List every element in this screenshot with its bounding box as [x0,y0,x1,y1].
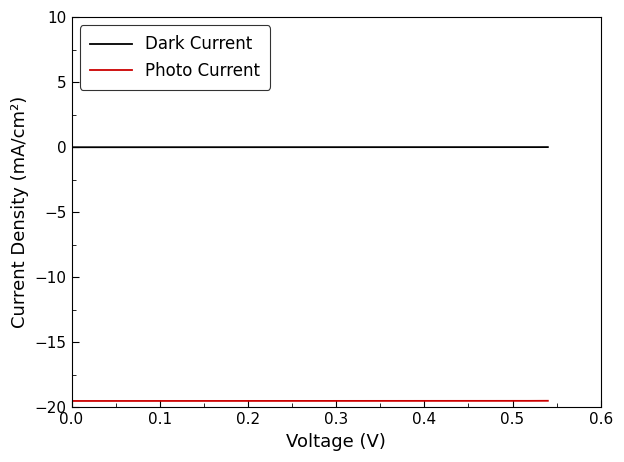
Legend: Dark Current, Photo Current: Dark Current, Photo Current [80,25,270,90]
Photo Current [271,398,278,404]
Dark Current [150,145,158,150]
Photo Current [150,398,158,404]
Dark Current [535,144,542,150]
Dark Current [484,145,491,150]
Y-axis label: Current Density (mA/cm²): Current Density (mA/cm²) [11,96,29,328]
Photo Current [250,398,258,404]
Dark Current [250,145,258,150]
Dark Current [68,145,76,150]
Dark Current [544,144,552,150]
Photo Current [68,398,76,404]
Photo Current [544,398,552,404]
Dark Current [122,145,130,150]
Dark Current [271,145,278,150]
Photo Current [535,398,542,404]
X-axis label: Voltage (V): Voltage (V) [286,433,386,451]
Photo Current [484,398,491,404]
Photo Current [122,398,130,404]
